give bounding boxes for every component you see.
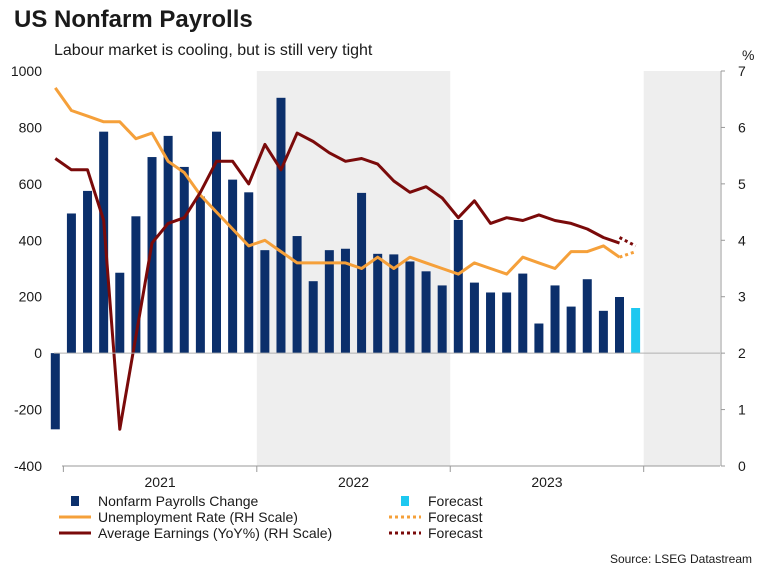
payrolls-bar [405, 261, 415, 354]
right-axis-tick: 5 [738, 176, 746, 192]
payrolls-bar [228, 179, 238, 354]
legend-swatch [401, 496, 409, 506]
left-axis-tick: -400 [14, 458, 42, 474]
payrolls-bar [244, 192, 254, 354]
right-axis-tick: 2 [738, 345, 746, 361]
payrolls-bar [566, 306, 576, 354]
payrolls-bar [83, 190, 93, 354]
payrolls-bar [389, 254, 399, 354]
x-axis-year-label: 2021 [145, 474, 176, 490]
payrolls-bar [550, 285, 560, 354]
left-axis-tick: 0 [34, 345, 42, 361]
right-axis-tick: 6 [738, 119, 746, 135]
payrolls-bar [598, 310, 608, 354]
right-axis-tick: 3 [738, 289, 746, 305]
right-axis-tick: 7 [738, 63, 746, 79]
shade-year-2022 [256, 71, 451, 466]
left-axis-tick: 200 [19, 289, 43, 305]
payrolls-bar [131, 216, 141, 354]
left-axis-tick: -200 [14, 402, 42, 418]
payrolls-bar [292, 236, 302, 354]
shade-layer [256, 71, 720, 466]
legend-label: Average Earnings (YoY%) (RH Scale) [98, 525, 332, 541]
payrolls-bar [99, 131, 109, 354]
payrolls-bar [260, 250, 270, 354]
left-axis-tick: 1000 [11, 63, 42, 79]
payrolls-bar [615, 296, 624, 354]
legend-label: Forecast [428, 525, 483, 541]
payrolls-bar [147, 157, 157, 354]
right-axis-tick: 1 [738, 402, 746, 418]
source-note: Source: LSEG Datastream [610, 552, 752, 566]
payrolls-bar [50, 353, 60, 430]
right-axis-tick: 4 [738, 232, 746, 248]
legend-swatch [71, 496, 79, 506]
payrolls-bar [308, 281, 318, 354]
payrolls-bar [469, 282, 479, 354]
payrolls-bar [518, 273, 528, 354]
payrolls-bar [276, 97, 286, 354]
right-axis-tick: 0 [738, 458, 746, 474]
chart-title: US Nonfarm Payrolls [14, 6, 253, 33]
legend-label: Forecast [428, 493, 483, 509]
payrolls-bar [179, 166, 189, 354]
payrolls-bar [534, 323, 544, 354]
payrolls-bar [357, 192, 367, 354]
right-axis-unit: % [742, 47, 754, 63]
payrolls-bar [163, 135, 173, 354]
legend-label: Forecast [428, 509, 483, 525]
payrolls-bar [421, 271, 431, 354]
left-axis-tick: 800 [19, 119, 43, 135]
payrolls-bar [340, 248, 350, 354]
payrolls-bar [502, 292, 512, 354]
earnings-line [54, 131, 620, 431]
shade-forecast-period [643, 71, 720, 466]
left-axis-tick: 600 [19, 176, 43, 192]
payrolls-bar [437, 285, 447, 354]
payrolls-bar [324, 250, 334, 354]
legend-label: Unemployment Rate (RH Scale) [98, 509, 298, 525]
chart-subtitle: Labour market is cooling, but is still v… [54, 42, 373, 59]
payrolls-bar [66, 213, 76, 354]
legend-label: Nonfarm Payrolls Change [98, 493, 259, 509]
payrolls-bar [115, 272, 125, 354]
payrolls-bar [453, 219, 463, 354]
legend-layer: Nonfarm Payrolls Change Forecast Unemploym… [59, 493, 483, 541]
x-axis-year-label: 2023 [531, 474, 562, 490]
unemployment-forecast-line [619, 250, 637, 259]
forecast-bar [631, 308, 641, 354]
axis-layer: 1000 800 600 400 200 0 -200 -400 7 6 5 4 3 2 1 0% 2021 20… [11, 47, 755, 490]
payrolls-bar [212, 131, 221, 354]
payrolls-bar [195, 196, 205, 354]
payrolls-bar [486, 292, 496, 354]
payrolls-bar [373, 253, 383, 354]
earnings-forecast-line [618, 236, 637, 248]
x-axis-year-label: 2022 [338, 474, 369, 490]
payrolls-bar [582, 279, 592, 354]
unemployment-line [54, 87, 621, 276]
line-layer [54, 87, 637, 431]
left-axis-tick: 400 [19, 232, 43, 248]
bar-layer [50, 97, 641, 430]
